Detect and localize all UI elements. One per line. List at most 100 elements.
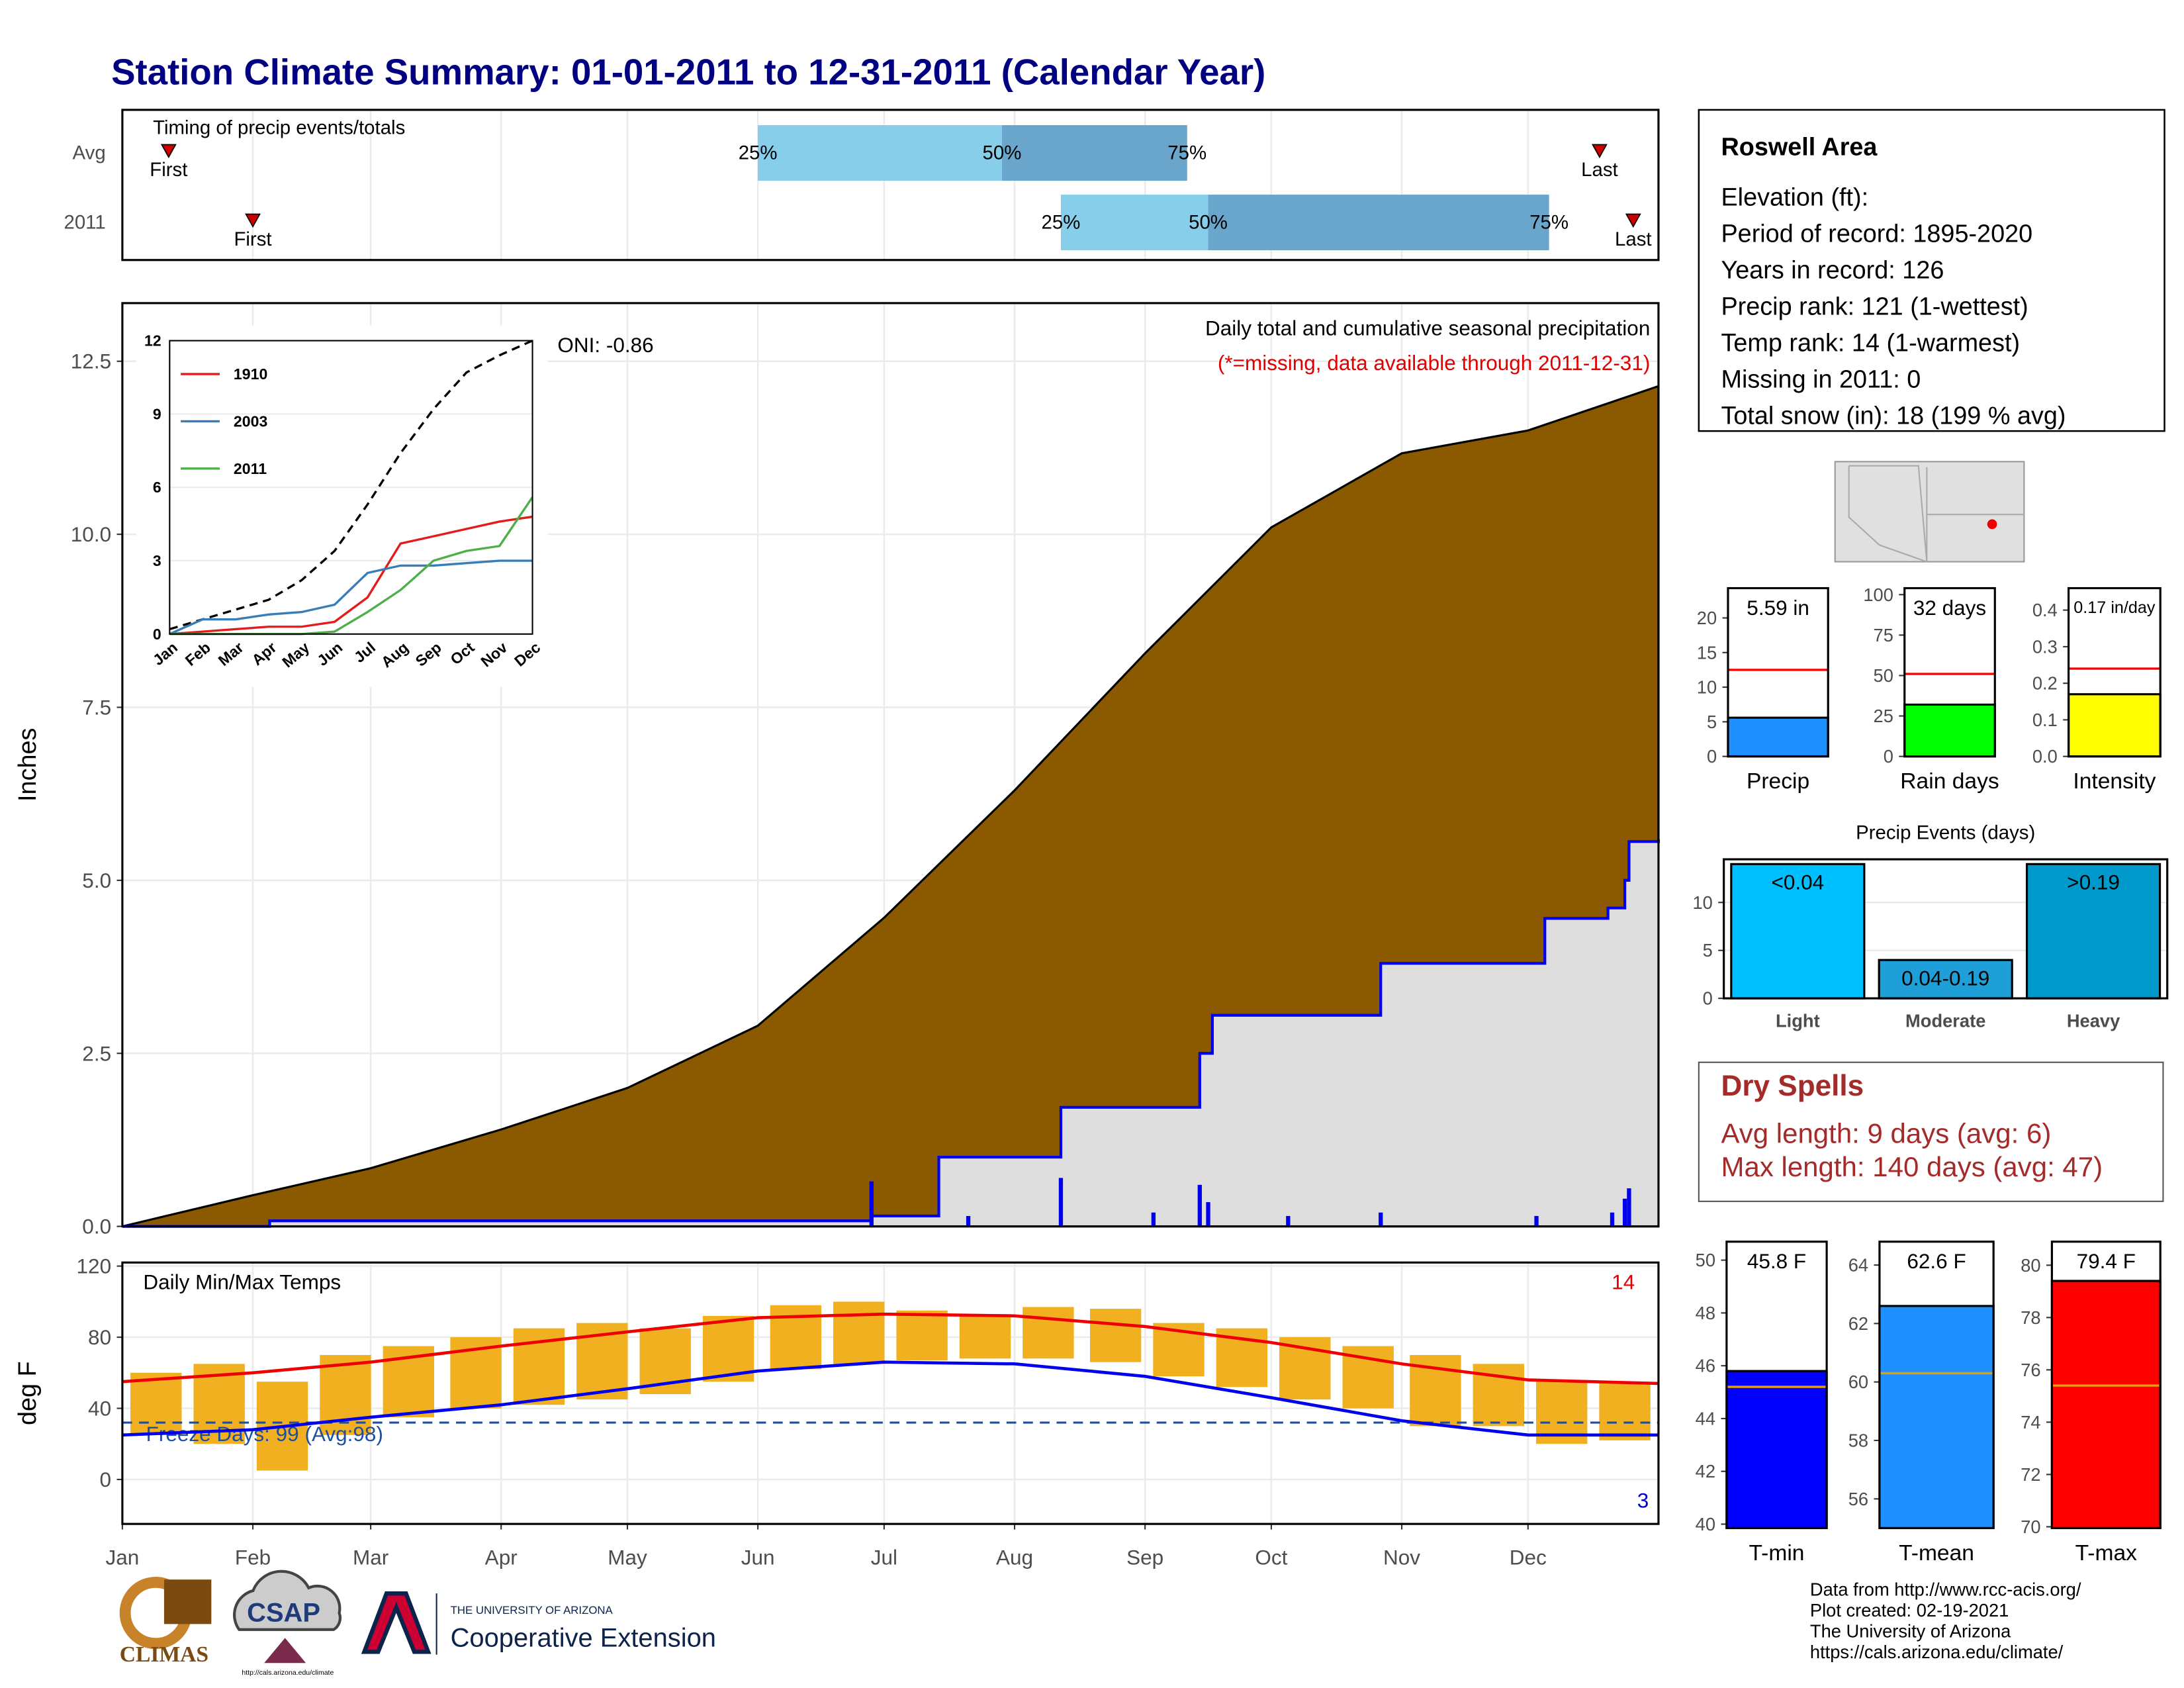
legend-label: 2003 bbox=[234, 412, 268, 430]
dry-spells-line: Avg length: 9 days (avg: 6) bbox=[1721, 1117, 2051, 1149]
daily-precip-bar bbox=[1534, 1215, 1539, 1227]
value-label: 62.6 F bbox=[1907, 1249, 1966, 1273]
ua-small: THE UNIVERSITY OF ARIZONA bbox=[451, 1604, 614, 1617]
plot-frame bbox=[169, 340, 533, 635]
csap-mountain bbox=[264, 1638, 306, 1664]
y-tick-label: 0 bbox=[100, 1468, 112, 1491]
quartile-label: 75% bbox=[1167, 142, 1206, 164]
x-tick-label: Mar bbox=[353, 1546, 388, 1570]
daily-precip-bar bbox=[1610, 1212, 1615, 1227]
y-tick-label: 0.4 bbox=[2032, 600, 2058, 620]
bar bbox=[2068, 693, 2161, 758]
bin-label: 0.04-0.19 bbox=[1901, 966, 1989, 990]
x-tick-label: T-mean bbox=[1899, 1541, 1974, 1566]
value-label: 45.8 F bbox=[1747, 1249, 1806, 1273]
event-marker bbox=[1625, 213, 1641, 228]
y-tick-label: 100 bbox=[1863, 585, 1893, 605]
dry-spells-title: Dry Spells bbox=[1721, 1070, 1864, 1102]
plot-frame bbox=[1727, 586, 1829, 758]
daily-precip-bar bbox=[1627, 1188, 1631, 1227]
dry-spells-line: Max length: 140 days (avg: 47) bbox=[1721, 1151, 2103, 1182]
y-tick-label: 0.0 bbox=[2032, 746, 2058, 767]
y-tick-label: 64 bbox=[1848, 1255, 1868, 1276]
y-tick-label: 120 bbox=[77, 1254, 112, 1278]
y-axis-label: deg F bbox=[14, 1361, 42, 1425]
row-label: Avg bbox=[73, 142, 106, 164]
x-tick-label: Jul bbox=[871, 1546, 897, 1570]
bar bbox=[1730, 863, 1866, 1000]
inset-line bbox=[169, 559, 533, 635]
y-tick-label: 2.5 bbox=[82, 1041, 111, 1065]
x-tick-label: Nov bbox=[1383, 1546, 1420, 1570]
plot-frame bbox=[2068, 586, 2161, 758]
bin-label: <0.04 bbox=[1771, 870, 1824, 894]
event-label: Last bbox=[1615, 228, 1652, 250]
map-frame bbox=[1834, 461, 2025, 563]
daily-precip-bar bbox=[1151, 1212, 1156, 1227]
x-tick-label: Rain days bbox=[1900, 769, 1999, 794]
quartile-bar bbox=[1001, 125, 1187, 181]
chart-title: Precip Events (days) bbox=[1856, 822, 2035, 844]
station-line: Period of record: 1895-2020 bbox=[1721, 220, 2032, 248]
bar bbox=[1878, 1305, 1995, 1530]
y-tick-label: 44 bbox=[1696, 1408, 1715, 1429]
event-label: Last bbox=[1581, 159, 1618, 181]
y-tick-label: 5 bbox=[1703, 940, 1713, 961]
daily-precip-bar bbox=[1622, 1198, 1627, 1227]
y-tick-label: 48 bbox=[1696, 1303, 1715, 1323]
quartile-label: 25% bbox=[1042, 212, 1081, 234]
quartile-label: 50% bbox=[1189, 212, 1228, 234]
y-tick-label: 0 bbox=[1884, 746, 1893, 767]
x-tick-label: Intensity bbox=[2073, 769, 2156, 794]
station-name: Roswell Area bbox=[1721, 134, 1878, 162]
legend-label: 1910 bbox=[234, 365, 267, 383]
quartile-label: 25% bbox=[739, 142, 778, 164]
y-tick-label: 50 bbox=[1696, 1250, 1715, 1270]
daily-precip-bar bbox=[1058, 1178, 1064, 1227]
y-tick-label: 0 bbox=[153, 626, 161, 643]
x-tick-label: T-min bbox=[1749, 1541, 1805, 1566]
ua-logo-a bbox=[361, 1591, 432, 1654]
y-tick-label: 15 bbox=[1697, 642, 1717, 663]
y-tick-label: 70 bbox=[2021, 1517, 2040, 1537]
bar bbox=[2050, 1280, 2161, 1530]
station-line: Elevation (ft): bbox=[1721, 183, 1868, 211]
x-tick-label: Dec bbox=[1510, 1546, 1547, 1570]
y-tick-label: 40 bbox=[1696, 1514, 1715, 1534]
temp-range-bar bbox=[1089, 1309, 1142, 1362]
daily-precip-bar bbox=[1206, 1202, 1210, 1227]
y-tick-label: 10 bbox=[1697, 677, 1717, 698]
record-low-count: 3 bbox=[1637, 1488, 1649, 1512]
quartile-label: 50% bbox=[983, 142, 1022, 164]
avg-temp-line bbox=[122, 1360, 1659, 1437]
cumulative-2011-fill bbox=[122, 839, 1659, 1227]
plot-frame bbox=[121, 302, 1660, 1228]
value-label: 32 days bbox=[1913, 596, 1986, 620]
station-line: Years in record: 126 bbox=[1721, 256, 1944, 284]
y-tick-label: 12 bbox=[144, 332, 161, 350]
x-tick-label: Jun bbox=[741, 1546, 775, 1570]
event-marker bbox=[245, 213, 261, 228]
y-tick-label: 58 bbox=[1848, 1430, 1868, 1450]
station-line: Temp rank: 14 (1-warmest) bbox=[1721, 329, 2020, 357]
station-line: Missing in 2011: 0 bbox=[1721, 365, 1921, 393]
x-tick-label: Feb bbox=[235, 1546, 271, 1570]
footer-line: Plot created: 02-19-2021 bbox=[1810, 1600, 2009, 1620]
oni-annotation: ONI: -0.86 bbox=[557, 333, 653, 357]
temp-range-bar bbox=[896, 1310, 948, 1360]
y-tick-label: 7.5 bbox=[82, 695, 111, 719]
footer-line: https://cals.arizona.edu/climate/ bbox=[1810, 1642, 2064, 1662]
y-tick-label: 40 bbox=[88, 1397, 111, 1421]
plot-frame bbox=[121, 109, 1660, 261]
x-tick-label: Jan bbox=[106, 1546, 140, 1570]
x-tick-label: Heavy bbox=[2067, 1010, 2120, 1031]
row-label: 2011 bbox=[64, 212, 105, 234]
y-tick-label: 10 bbox=[1692, 892, 1712, 913]
y-tick-label: 62 bbox=[1848, 1313, 1868, 1334]
y-tick-label: 25 bbox=[1874, 706, 1893, 726]
y-tick-label: 78 bbox=[2021, 1307, 2040, 1328]
chart-subtitle: (*=missing, data available through 2011-… bbox=[1218, 351, 1650, 375]
x-tick-label: Apr bbox=[485, 1546, 518, 1570]
